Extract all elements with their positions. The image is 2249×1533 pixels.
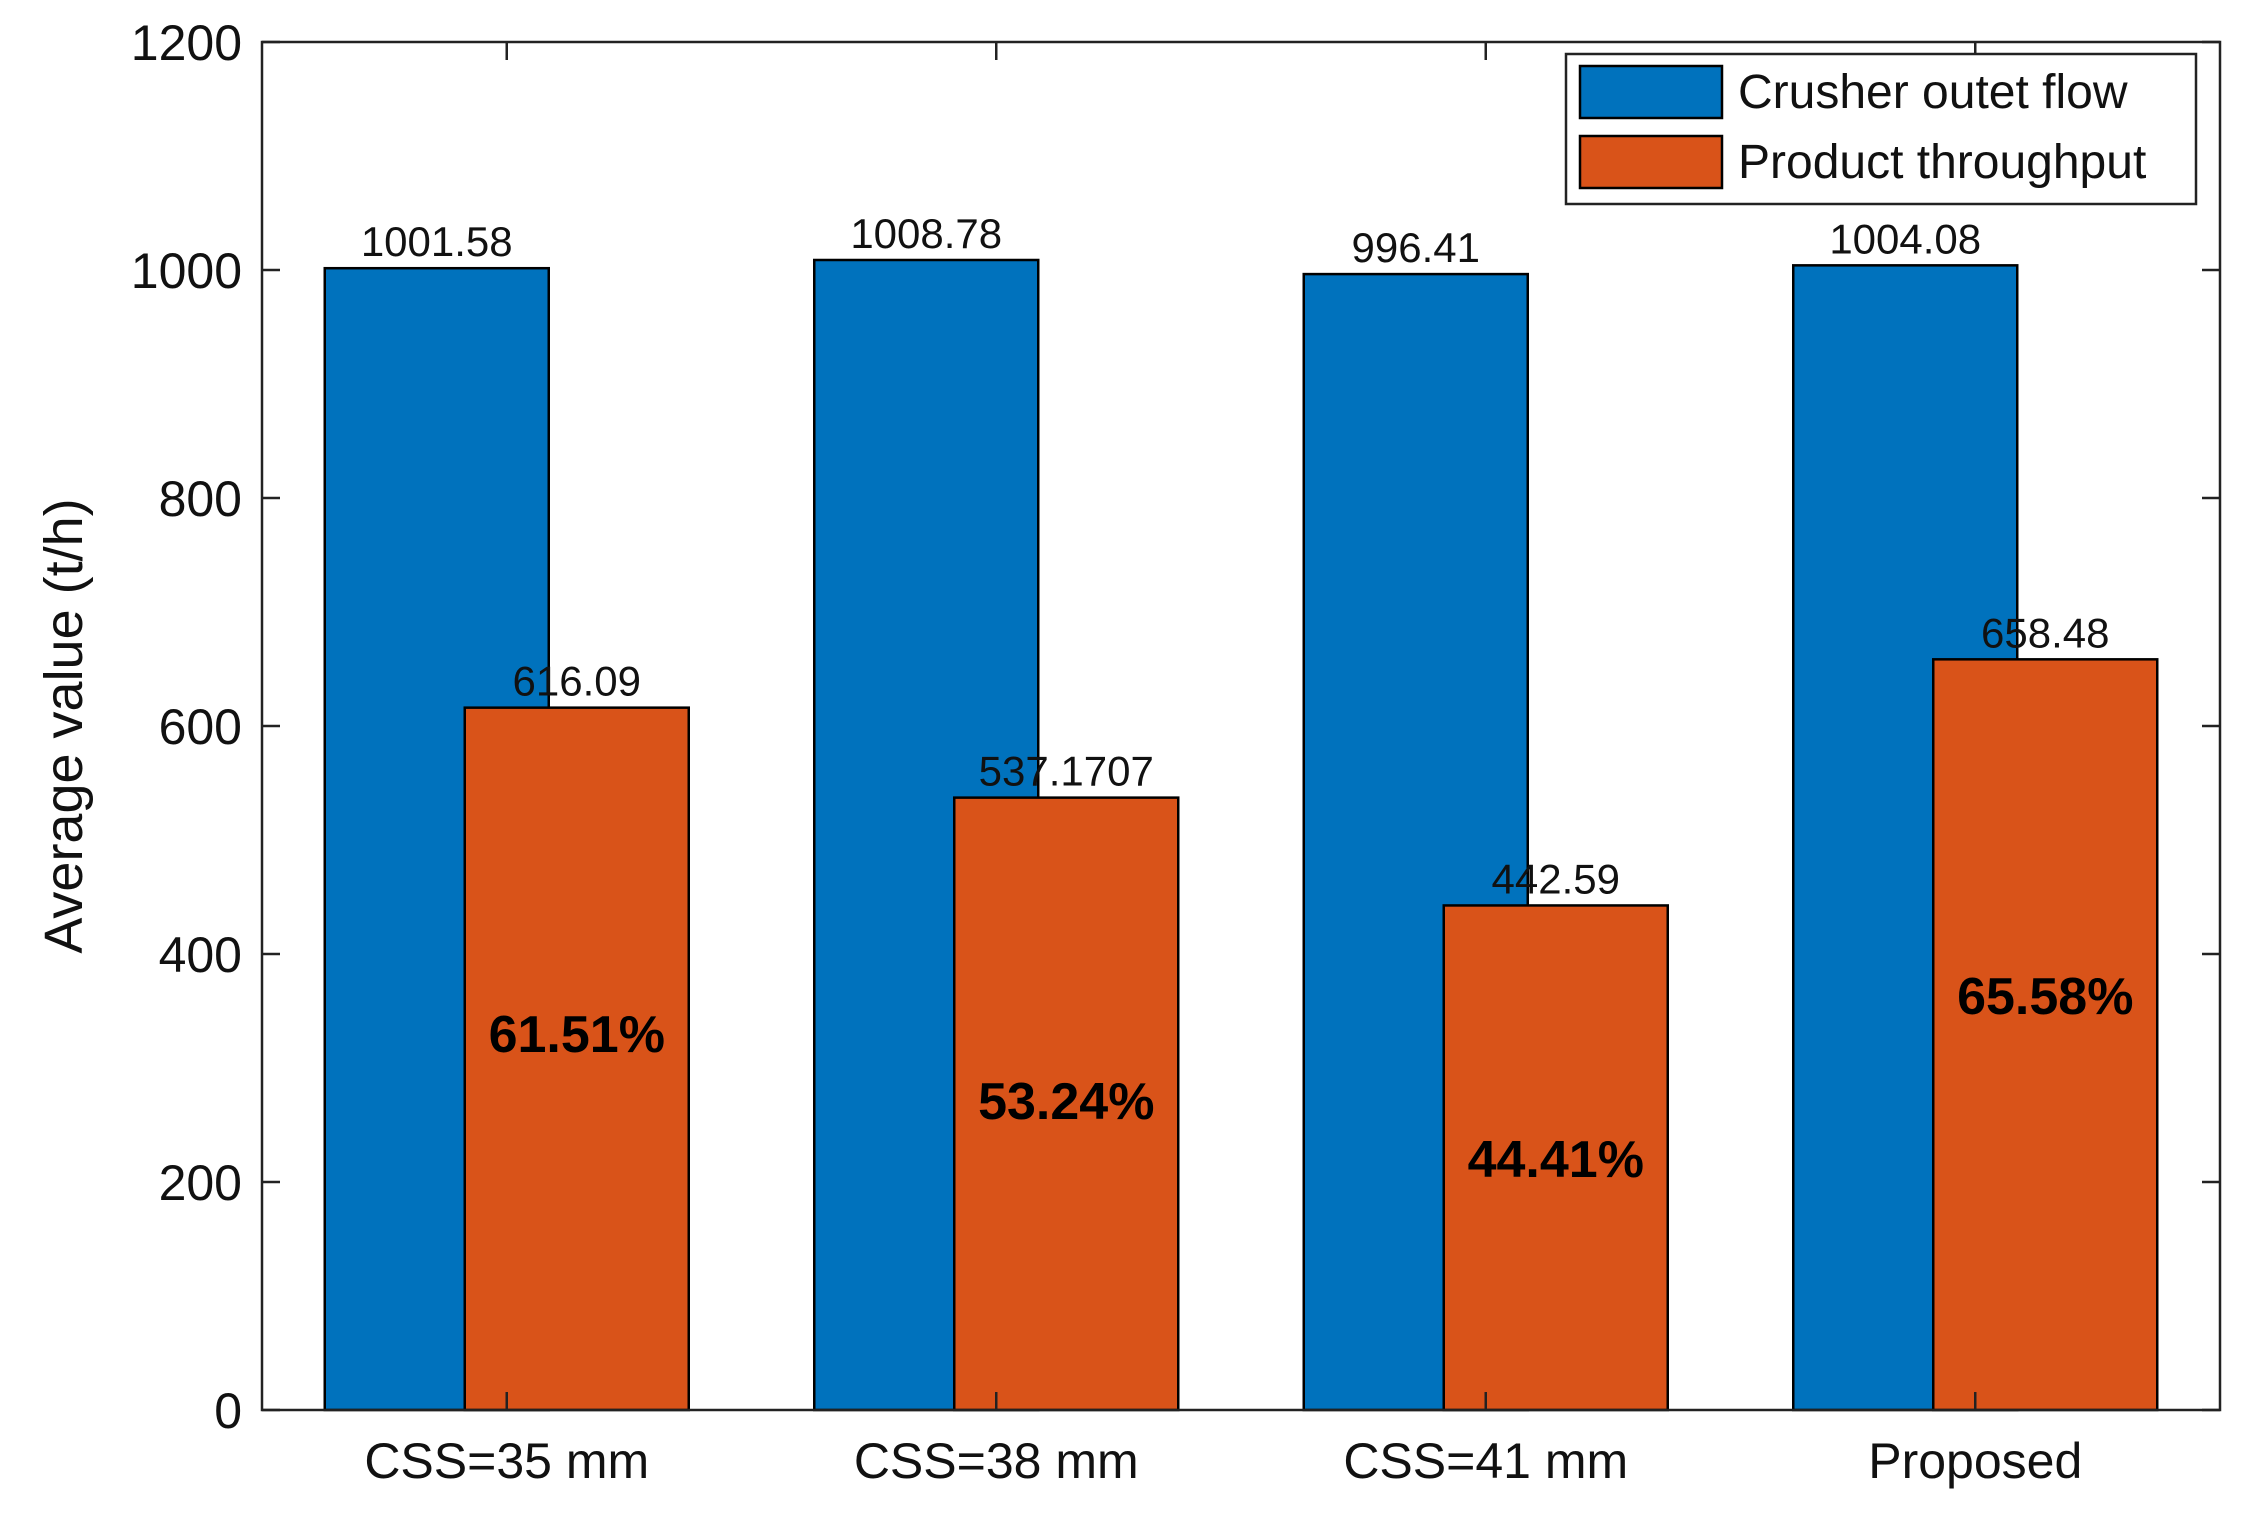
- x-category-label-1: CSS=38 mm: [854, 1433, 1139, 1489]
- bars-layer: [323, 258, 2159, 1412]
- data-label-0-1: 1008.78: [850, 210, 1002, 257]
- percentage-annotation-2: 44.41%: [1468, 1131, 1644, 1189]
- legend: Crusher outet flow Product throughput: [1564, 52, 2198, 206]
- data-labels-layer: 1001.58 1008.78 996.41 1004.08 616.09 537.170…: [361, 210, 2134, 1189]
- y-tick-label-1: 200: [159, 1155, 242, 1211]
- data-label-0-2: 996.41: [1352, 224, 1480, 271]
- bar-product-throughput-3: [1932, 658, 2159, 1412]
- x-category-label-2: CSS=41 mm: [1343, 1433, 1628, 1489]
- bar-product-throughput-0: [463, 706, 690, 1412]
- data-label-0-0: 1001.58: [361, 218, 513, 265]
- data-label-1-2: 442.59: [1492, 855, 1620, 902]
- legend-label-0: Crusher outet flow: [1738, 66, 2128, 119]
- data-label-0-3: 1004.08: [1829, 215, 1981, 262]
- bar-product-throughput-1: [953, 796, 1180, 1412]
- percentage-annotation-3: 65.58%: [1957, 968, 2133, 1026]
- y-tick-label-3: 600: [159, 699, 242, 755]
- percentage-annotation-0: 61.51%: [489, 1006, 665, 1064]
- legend-label-1: Product throughput: [1738, 136, 2146, 189]
- data-label-1-3: 658.48: [1981, 609, 2109, 656]
- data-label-1-0: 616.09: [513, 658, 641, 705]
- data-label-1-1: 537.1707: [979, 748, 1154, 795]
- y-tick-label-4: 800: [159, 471, 242, 527]
- legend-swatch-0: [1578, 64, 1724, 120]
- y-tick-label-2: 400: [159, 927, 242, 983]
- axis-ticks: 0 200 400 600 800 1000 1200 CSS=35 mm CSS=38 mm C…: [131, 15, 2220, 1489]
- y-axis-title: Average value (t/h): [34, 498, 94, 953]
- y-tick-label-5: 1000: [131, 243, 242, 299]
- x-category-label-3: Proposed: [1868, 1433, 2082, 1489]
- legend-swatch-1: [1578, 134, 1724, 190]
- y-tick-label-0: 0: [214, 1383, 242, 1439]
- x-category-label-0: CSS=35 mm: [364, 1433, 649, 1489]
- percentage-annotation-1: 53.24%: [978, 1073, 1154, 1131]
- y-tick-label-6: 1200: [131, 15, 242, 71]
